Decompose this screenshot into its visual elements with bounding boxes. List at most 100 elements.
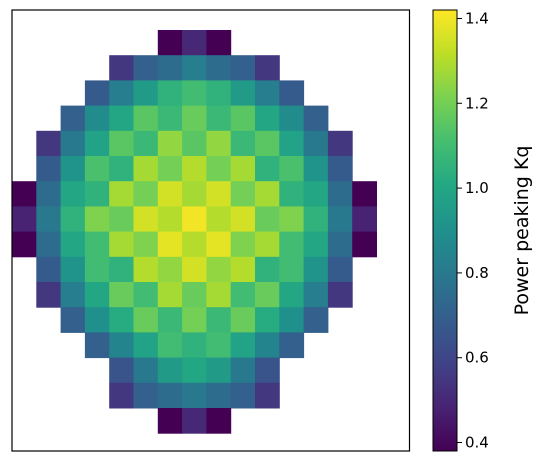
plot-frame: [11, 9, 411, 452]
heatmap-cell: [255, 307, 280, 333]
heatmap-cell: [255, 206, 280, 233]
heatmap-cell: [84, 105, 110, 132]
heatmap-cell: [255, 181, 280, 207]
heatmap-cell: [182, 332, 207, 359]
heatmap-cell: [255, 105, 280, 132]
heatmap-cell: [303, 206, 329, 233]
heatmap-cell: [182, 105, 207, 132]
heatmap-cell: [133, 55, 159, 81]
heatmap-cell: [157, 282, 183, 308]
heatmap-cell: [206, 55, 232, 81]
heatmap-cell: [327, 206, 353, 233]
heatmap-cell: [327, 231, 353, 258]
heatmap-cell: [255, 130, 280, 157]
heatmap-cell: [133, 156, 159, 182]
heatmap-cell: [133, 307, 159, 333]
heatmap-cell: [157, 55, 183, 81]
heatmap-cell: [109, 231, 134, 258]
heatmap-cell: [109, 156, 134, 182]
heatmap-cell: [230, 181, 256, 207]
heatmap-cell: [303, 307, 329, 333]
heatmap-cell: [279, 282, 305, 308]
heatmap-cell: [255, 55, 280, 81]
heatmap-cell: [182, 130, 207, 157]
heatmap-cell: [109, 130, 134, 157]
heatmap-cells: [12, 30, 377, 434]
heatmap-cell: [279, 332, 305, 359]
heatmap-cell: [182, 206, 207, 233]
heatmap-cell: [352, 231, 377, 258]
heatmap-cell: [60, 206, 86, 233]
heatmap-cell: [206, 256, 232, 283]
heatmap-cell: [84, 130, 110, 157]
heatmap-cell: [327, 282, 353, 308]
heatmap-cell: [133, 130, 159, 157]
heatmap-cell: [133, 282, 159, 308]
heatmap-cell: [84, 231, 110, 258]
heatmap-cell: [84, 206, 110, 233]
heatmap-cell: [206, 307, 232, 333]
heatmap-cell: [279, 105, 305, 132]
heatmap-cell: [109, 332, 134, 359]
heatmap-cell: [182, 357, 207, 384]
heatmap-cell: [327, 156, 353, 182]
heatmap-cell: [84, 332, 110, 359]
heatmap-cell: [109, 307, 134, 333]
heatmap-cell: [157, 256, 183, 283]
colorbar-tick-label: 1.2: [465, 94, 489, 112]
heatmap-cell: [109, 282, 134, 308]
heatmap-cell: [36, 231, 62, 258]
colorbar-tick-label: 1.0: [465, 179, 489, 197]
heatmap-cell: [230, 156, 256, 182]
heatmap-cell: [133, 231, 159, 258]
heatmap-cell: [157, 357, 183, 384]
heatmap-cell: [230, 382, 256, 409]
heatmap-cell: [279, 231, 305, 258]
heatmap-cell: [60, 105, 86, 132]
heatmap-cell: [327, 181, 353, 207]
heatmap-cell: [182, 256, 207, 283]
heatmap-cell: [230, 231, 256, 258]
heatmap-cell: [109, 382, 134, 409]
heatmap-cell: [133, 181, 159, 207]
heatmap-cell: [109, 181, 134, 207]
heatmap-cell: [182, 55, 207, 81]
heatmap-cell: [182, 382, 207, 409]
heatmap-cell: [109, 55, 134, 81]
heatmap-cell: [255, 282, 280, 308]
heatmap-cell: [182, 282, 207, 308]
heatmap-cell: [36, 181, 62, 207]
heatmap-cell: [352, 181, 377, 207]
heatmap-cell: [84, 156, 110, 182]
heatmap-cell: [109, 80, 134, 107]
heatmap-cell: [255, 332, 280, 359]
heatmap-cell: [206, 408, 232, 434]
heatmap-cell: [182, 80, 207, 107]
heatmap-cell: [133, 357, 159, 384]
colorbar-tick-label: 0.8: [465, 264, 489, 282]
heatmap-cell: [303, 181, 329, 207]
heatmap-cell: [133, 206, 159, 233]
heatmap-cell: [60, 156, 86, 182]
heatmap-cell: [133, 382, 159, 409]
heatmap-cell: [157, 30, 183, 56]
heatmap-cell: [157, 105, 183, 132]
heatmap-cell: [60, 282, 86, 308]
heatmap-cell: [182, 231, 207, 258]
heatmap-cell: [109, 357, 134, 384]
heatmap-cell: [279, 307, 305, 333]
heatmap-cell: [230, 206, 256, 233]
heatmap-cell: [36, 130, 62, 157]
heatmap-cell: [84, 256, 110, 283]
heatmap-cell: [303, 231, 329, 258]
heatmap-cell: [206, 332, 232, 359]
heatmap-cell: [206, 30, 232, 56]
heatmap-cell: [182, 156, 207, 182]
heatmap-cell: [255, 382, 280, 409]
heatmap-cell: [157, 307, 183, 333]
heatmap-cell: [206, 105, 232, 132]
colorbar-ticks: 0.4 0.6 0.8 1.0 1.2 1.4: [457, 9, 489, 452]
heatmap-cell: [157, 408, 183, 434]
heatmap-cell: [279, 206, 305, 233]
